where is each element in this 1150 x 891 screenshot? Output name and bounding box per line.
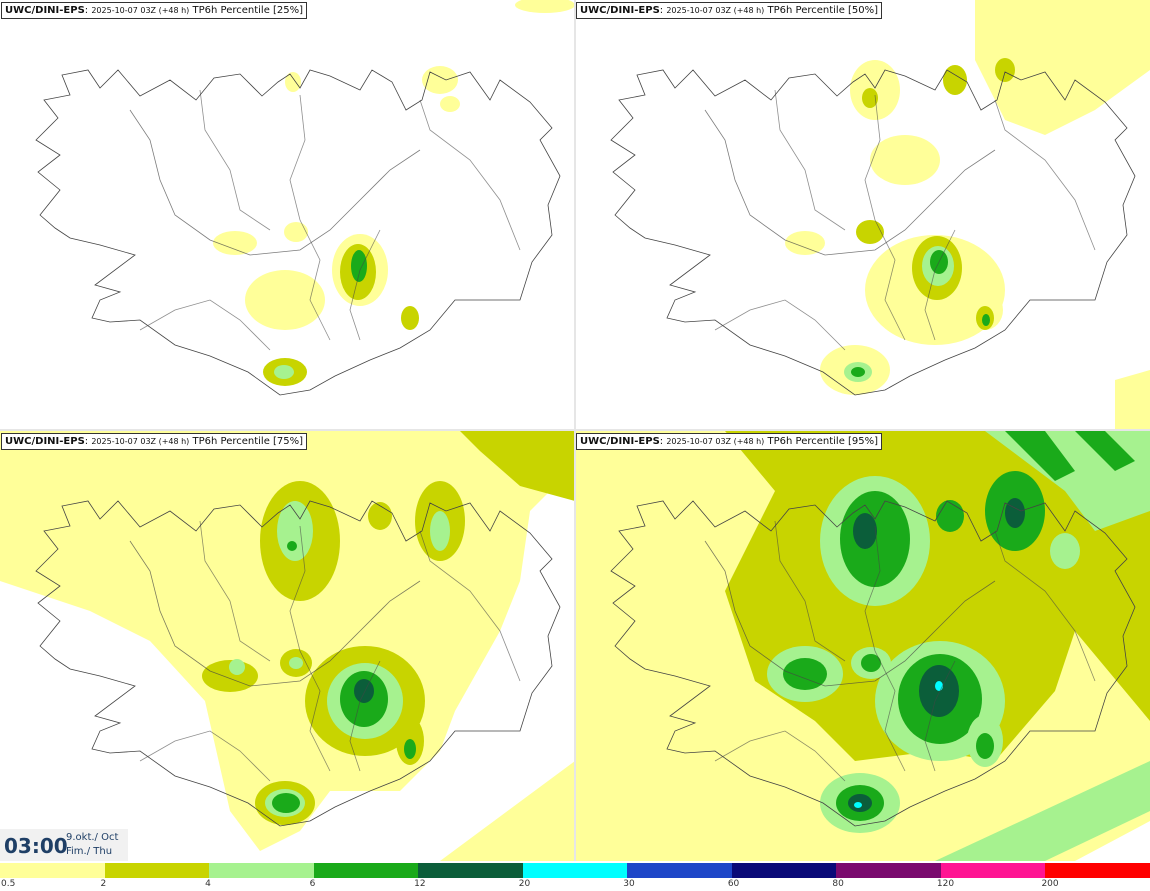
precip-band-shape	[285, 72, 301, 92]
precip-band-shape	[861, 654, 881, 672]
precip-band-shape	[245, 270, 325, 330]
run-info: 2025-10-07 03Z (+48 h)	[666, 437, 765, 446]
map-p50-canvas	[610, 0, 1150, 430]
precip-band-shape	[995, 58, 1015, 82]
precip-band-shape	[862, 88, 878, 108]
precip-band-shape	[783, 658, 827, 690]
legend-swatch	[940, 863, 1047, 878]
precip-band-shape	[853, 513, 877, 549]
precip-band-shape	[851, 367, 865, 377]
panel-title-p95: UWC/DINI-EPS: 2025-10-07 03Z (+48 h) TP6…	[576, 433, 883, 450]
legend-swatch	[104, 863, 211, 878]
precip-band-shape	[1075, 431, 1135, 471]
model-name: UWC/DINI-EPS	[580, 5, 660, 16]
field-name: TP6h Percentile [50%]	[767, 5, 879, 16]
precip-band-shape	[1115, 370, 1150, 430]
legend-label: 20	[518, 879, 531, 889]
legend-label: 4	[205, 879, 211, 889]
run-info: 2025-10-07 03Z (+48 h)	[91, 437, 190, 446]
field-name: TP6h Percentile [95%]	[767, 436, 879, 447]
precip-band-shape	[272, 793, 300, 813]
precip-band-shape	[274, 365, 294, 379]
map-panel-p50: UWC/DINI-EPS: 2025-10-07 03Z (+48 h) TP6…	[575, 0, 1150, 430]
legend-label: 2	[100, 879, 107, 889]
legend-swatch	[522, 863, 629, 878]
precip-band-shape	[1005, 498, 1025, 528]
precip-band-shape	[1050, 533, 1080, 569]
precip-band-shape	[351, 250, 367, 282]
legend-swatch	[209, 863, 315, 878]
map-panel-p25: UWC/DINI-EPS: 2025-10-07 03Z (+48 h) TP6…	[0, 0, 575, 430]
precip-band-shape	[229, 659, 245, 675]
model-name: UWC/DINI-EPS	[580, 436, 660, 447]
legend-swatch	[627, 863, 733, 878]
precip-band-shape	[289, 657, 303, 669]
precip-band-shape	[870, 135, 940, 185]
precip-band-shape	[354, 679, 374, 703]
precip-band-shape	[515, 0, 575, 13]
panel-title-p75: UWC/DINI-EPS: 2025-10-07 03Z (+48 h) TP6…	[1, 433, 308, 450]
valid-time-box: 03:00 9.okt./ Oct Fim./ Thu	[0, 829, 128, 861]
legend-label: 200	[1041, 879, 1059, 889]
precip-band-shape	[404, 739, 416, 759]
precip-band-shape	[213, 231, 257, 255]
precip-band-shape	[401, 306, 419, 330]
precip-band-shape	[460, 431, 575, 501]
panel-title-p50: UWC/DINI-EPS: 2025-10-07 03Z (+48 h) TP6…	[576, 2, 883, 19]
valid-date: 9.okt./ Oct Fim./ Thu	[66, 831, 118, 859]
map-p75-canvas	[0, 431, 575, 861]
field-name: TP6h Percentile [25%]	[192, 5, 304, 16]
legend-swatch	[836, 863, 942, 878]
legend-swatch	[0, 863, 106, 878]
precip-band-shape	[422, 66, 458, 94]
color-legend: 0.5 2 4 6 12 20 30 60 80 120 200	[0, 862, 1150, 891]
legend-label: 120	[936, 879, 955, 889]
valid-date-line2: Fim./ Thu	[66, 846, 113, 857]
panel-divider-horizontal	[0, 429, 1150, 431]
legend-label: 80	[832, 879, 844, 889]
valid-date-line1: 9.okt./ Oct	[66, 832, 119, 843]
precip-band-shape	[284, 222, 308, 242]
map-panel-p75: UWC/DINI-EPS: 2025-10-07 03Z (+48 h) TP6…	[0, 431, 575, 861]
precip-band-shape	[440, 761, 575, 861]
precip-band-shape	[935, 761, 1150, 861]
run-info: 2025-10-07 03Z (+48 h)	[666, 6, 765, 15]
run-info: 2025-10-07 03Z (+48 h)	[91, 6, 190, 15]
precip-band-shape	[1075, 821, 1150, 861]
precip-band-shape	[1005, 431, 1075, 481]
legend-label: 6	[309, 879, 316, 889]
map-panel-p95: UWC/DINI-EPS: 2025-10-07 03Z (+48 h) TP6…	[575, 431, 1150, 861]
precip-band-shape	[935, 681, 943, 691]
legend-swatch	[1045, 863, 1150, 878]
precip-band-shape	[976, 733, 994, 759]
precip-band-shape	[856, 220, 884, 244]
valid-time: 03:00	[4, 834, 68, 858]
model-name: UWC/DINI-EPS	[5, 436, 85, 447]
precip-band-shape	[430, 511, 450, 551]
legend-label: 60	[727, 879, 740, 889]
legend-swatch	[731, 863, 838, 878]
field-name: TP6h Percentile [75%]	[192, 436, 304, 447]
precip-band-shape	[982, 314, 990, 326]
map-p25-canvas	[35, 0, 575, 396]
precip-band-shape	[785, 231, 825, 255]
map-p95-canvas	[575, 431, 1150, 861]
model-name: UWC/DINI-EPS	[5, 5, 85, 16]
legend-swatch	[418, 863, 524, 878]
precip-band-shape	[277, 501, 313, 561]
precip-band-shape	[850, 60, 900, 120]
precip-band-shape	[936, 500, 964, 532]
legend-label: 30	[623, 879, 635, 889]
precip-band-shape	[943, 65, 967, 95]
precip-band-shape	[440, 96, 460, 112]
precip-band-shape	[287, 541, 297, 551]
legend-swatch	[313, 863, 420, 878]
panel-title-p25: UWC/DINI-EPS: 2025-10-07 03Z (+48 h) TP6…	[1, 2, 308, 19]
legend-label: 0.5	[1, 879, 16, 889]
legend-label: 12	[414, 879, 426, 889]
precip-band-shape	[854, 802, 862, 808]
precip-band-shape	[975, 0, 1150, 135]
